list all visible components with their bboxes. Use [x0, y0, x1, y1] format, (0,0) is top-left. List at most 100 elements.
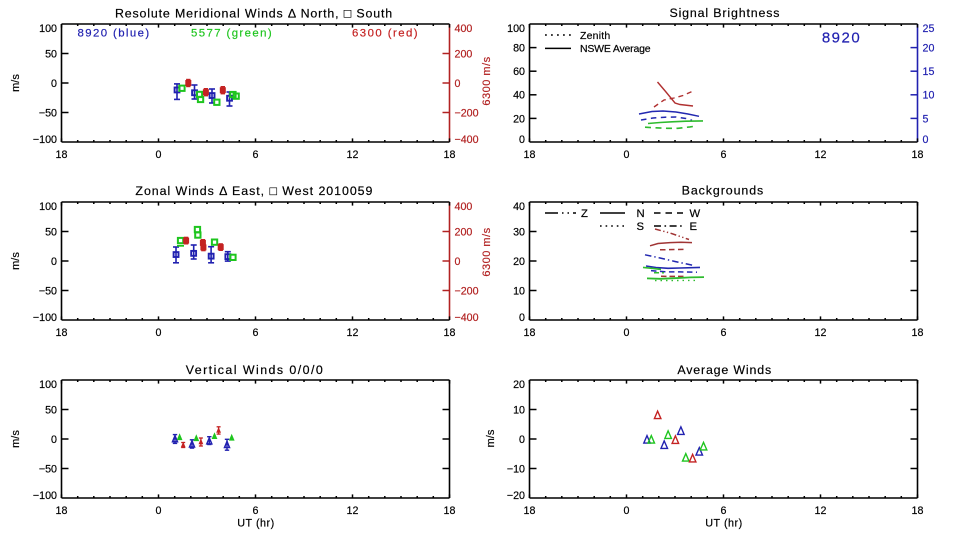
- svg-text:18: 18: [524, 327, 536, 339]
- svg-text:5577 (green): 5577 (green): [191, 28, 273, 40]
- svg-text:−50: −50: [39, 107, 57, 119]
- svg-text:0: 0: [156, 505, 162, 517]
- svg-text:10: 10: [513, 285, 525, 297]
- svg-text:6: 6: [721, 149, 727, 161]
- svg-text:Average Winds: Average Winds: [677, 363, 772, 377]
- svg-text:18: 18: [912, 505, 924, 517]
- svg-text:m/s: m/s: [10, 430, 22, 448]
- svg-text:100: 100: [39, 379, 57, 391]
- svg-text:−100: −100: [33, 134, 57, 146]
- svg-text:6300 (red): 6300 (red): [352, 28, 419, 40]
- svg-text:0: 0: [156, 327, 162, 339]
- svg-text:40: 40: [513, 90, 525, 102]
- svg-text:0: 0: [51, 434, 57, 446]
- svg-text:400: 400: [455, 23, 473, 35]
- svg-text:6300 m/s: 6300 m/s: [481, 227, 493, 276]
- svg-text:Zonal Winds Δ East, □ West 201: Zonal Winds Δ East, □ West 2010059: [135, 184, 373, 198]
- svg-text:18: 18: [524, 149, 536, 161]
- svg-text:0: 0: [51, 256, 57, 268]
- svg-text:100: 100: [39, 23, 57, 35]
- svg-text:6300 m/s: 6300 m/s: [481, 56, 493, 105]
- svg-text:20: 20: [923, 43, 935, 55]
- svg-text:20: 20: [513, 379, 525, 391]
- svg-text:8920: 8920: [822, 29, 861, 46]
- svg-text:5: 5: [923, 113, 929, 125]
- svg-text:12: 12: [347, 149, 359, 161]
- svg-text:12: 12: [815, 505, 827, 517]
- svg-text:25: 25: [923, 23, 935, 35]
- svg-text:18: 18: [444, 327, 456, 339]
- svg-text:18: 18: [56, 505, 68, 517]
- svg-text:12: 12: [347, 505, 359, 517]
- svg-text:50: 50: [45, 226, 57, 238]
- svg-text:NSWE Average: NSWE Average: [580, 43, 651, 55]
- svg-text:18: 18: [56, 149, 68, 161]
- svg-text:0: 0: [624, 149, 630, 161]
- svg-text:−400: −400: [455, 312, 479, 324]
- svg-text:UT (hr): UT (hr): [705, 518, 743, 530]
- svg-text:0: 0: [519, 312, 525, 324]
- svg-text:18: 18: [912, 149, 924, 161]
- svg-text:8920 (blue): 8920 (blue): [78, 28, 151, 40]
- svg-text:UT (hr): UT (hr): [237, 518, 275, 530]
- svg-text:6: 6: [253, 149, 259, 161]
- svg-text:m/s: m/s: [10, 252, 22, 270]
- svg-text:6: 6: [721, 505, 727, 517]
- svg-text:12: 12: [815, 149, 827, 161]
- svg-text:12: 12: [815, 327, 827, 339]
- svg-text:60: 60: [513, 66, 525, 78]
- svg-text:Signal Brightness: Signal Brightness: [669, 6, 780, 20]
- svg-text:−50: −50: [39, 463, 57, 475]
- svg-text:50: 50: [45, 404, 57, 416]
- svg-text:E: E: [690, 221, 698, 233]
- svg-text:S: S: [637, 221, 645, 233]
- svg-text:Backgrounds: Backgrounds: [682, 184, 764, 198]
- svg-text:Resolute Meridional Winds Δ No: Resolute Meridional Winds Δ North, □ Sou…: [115, 7, 393, 21]
- svg-text:0: 0: [455, 78, 461, 90]
- svg-text:N: N: [637, 208, 645, 220]
- svg-text:6: 6: [253, 505, 259, 517]
- svg-text:0: 0: [923, 134, 929, 146]
- svg-text:0: 0: [624, 505, 630, 517]
- svg-text:20: 20: [513, 113, 525, 125]
- svg-text:12: 12: [347, 327, 359, 339]
- svg-text:0: 0: [519, 134, 525, 146]
- svg-text:18: 18: [524, 505, 536, 517]
- svg-text:m/s: m/s: [10, 74, 22, 92]
- svg-text:−10: −10: [507, 463, 525, 475]
- svg-text:−100: −100: [33, 490, 57, 502]
- svg-text:−400: −400: [455, 134, 479, 146]
- svg-text:10: 10: [513, 404, 525, 416]
- svg-text:−20: −20: [507, 490, 525, 502]
- svg-text:−200: −200: [455, 107, 479, 119]
- svg-text:10: 10: [923, 90, 935, 102]
- svg-text:30: 30: [513, 226, 525, 238]
- svg-text:Zenith: Zenith: [580, 30, 610, 42]
- svg-text:18: 18: [912, 327, 924, 339]
- svg-text:40: 40: [513, 201, 525, 213]
- svg-text:0: 0: [455, 256, 461, 268]
- svg-text:200: 200: [455, 226, 473, 238]
- svg-text:m/s: m/s: [485, 429, 497, 447]
- svg-text:W: W: [690, 208, 701, 220]
- svg-text:0: 0: [51, 78, 57, 90]
- svg-text:400: 400: [455, 201, 473, 213]
- svg-text:0: 0: [519, 434, 525, 446]
- svg-text:200: 200: [455, 48, 473, 60]
- svg-text:6: 6: [721, 327, 727, 339]
- svg-text:20: 20: [513, 256, 525, 268]
- svg-text:−200: −200: [455, 285, 479, 297]
- svg-text:15: 15: [923, 66, 935, 78]
- svg-text:0: 0: [624, 327, 630, 339]
- svg-text:18: 18: [56, 327, 68, 339]
- svg-text:0: 0: [156, 149, 162, 161]
- svg-text:100: 100: [39, 201, 57, 213]
- svg-text:−50: −50: [39, 285, 57, 297]
- svg-text:100: 100: [507, 23, 525, 35]
- svg-text:50: 50: [45, 48, 57, 60]
- svg-text:Vertical Winds 0/0/0: Vertical Winds 0/0/0: [186, 363, 325, 377]
- svg-text:18: 18: [444, 149, 456, 161]
- svg-text:80: 80: [513, 43, 525, 55]
- svg-text:−100: −100: [33, 312, 57, 324]
- svg-text:18: 18: [444, 505, 456, 517]
